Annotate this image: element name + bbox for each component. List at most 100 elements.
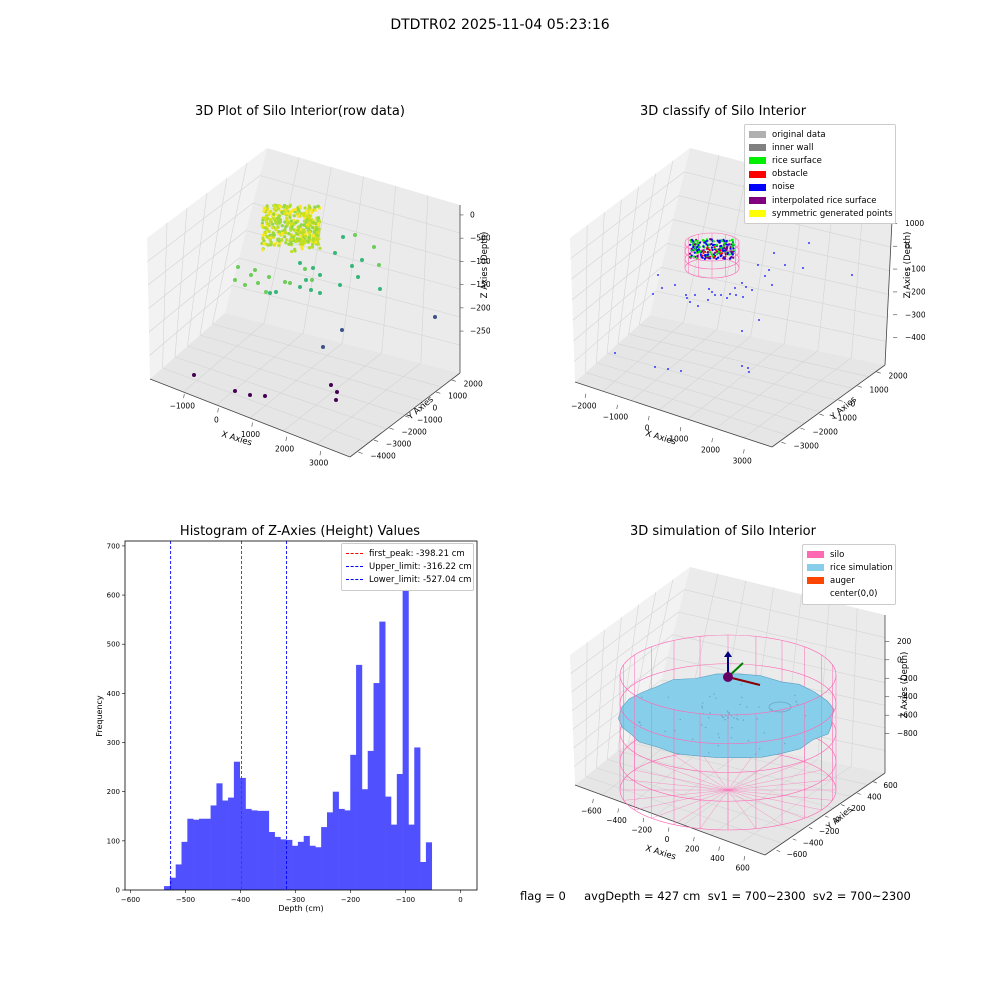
y-tick-label: 400: [107, 690, 120, 698]
data-point: [311, 238, 315, 242]
x-axis-tick-mark: [183, 393, 185, 399]
silo-floor-spoke: [727, 779, 833, 791]
legend-item-obstacle: obstacle: [749, 168, 891, 181]
data-point: [276, 225, 280, 229]
histogram-bar: [164, 886, 171, 890]
histogram-bar: [169, 877, 176, 890]
noise-point: [735, 294, 737, 296]
data-point: [334, 398, 338, 402]
histogram-bar: [268, 832, 275, 890]
data-point: [267, 229, 271, 234]
data-point: [728, 253, 731, 256]
data-point: [723, 257, 726, 260]
noise-point: [667, 368, 669, 370]
data-point: [728, 239, 731, 242]
data-point: [725, 248, 728, 251]
histogram-bar: [379, 621, 386, 890]
data-point: [724, 253, 727, 256]
legend-swatch: [807, 564, 824, 572]
data-point: [725, 240, 728, 243]
data-point: [378, 287, 382, 291]
data-point: [266, 211, 270, 215]
data-point: [704, 250, 707, 253]
y-axis-tick-mark: [792, 838, 797, 841]
rice-mesh-node: [794, 694, 796, 697]
wall-grid-line: [571, 195, 679, 280]
data-point: [708, 257, 712, 260]
silo-floor-spoke: [727, 789, 805, 819]
data-point: [284, 231, 288, 235]
data-point: [303, 206, 307, 210]
wall-grid-line: [661, 266, 888, 319]
data-point: [261, 236, 265, 240]
z-axis-tick-label: −4000: [905, 333, 925, 342]
x-axis-tick-mark: [718, 846, 720, 851]
floor-grid-line: [659, 336, 751, 411]
y-axis-tick-mark: [776, 850, 781, 852]
y-axis-tick-mark: [819, 413, 824, 416]
histogram-bar: [326, 812, 334, 890]
noise-point: [757, 264, 759, 266]
y-axis-tick-label: 2000: [464, 379, 483, 388]
histogram-bar: [396, 773, 403, 890]
histogram-bar: [297, 841, 305, 890]
x-axis-label: X Axies: [644, 844, 677, 863]
histogram-xlabel: Depth (cm): [278, 904, 323, 913]
center-marker: [723, 672, 733, 682]
data-point: [318, 246, 322, 250]
histogram-bar: [332, 791, 339, 890]
histogram-bar: [385, 796, 392, 890]
data-point: [306, 240, 310, 244]
simulation-legend: silo rice simulation auger center(0,0): [802, 544, 896, 605]
histogram-bar: [303, 835, 310, 890]
floor-grid-line: [628, 333, 853, 389]
histogram-bar: [350, 754, 357, 890]
x-tick-label: −300: [286, 896, 305, 904]
data-point: [272, 243, 276, 247]
histogram-bar: [338, 808, 345, 890]
wall-grid-line: [606, 617, 622, 760]
histogram-bar: [315, 847, 322, 890]
wall-grid-line: [678, 611, 886, 661]
status-footer: flag = 0 avgDepth = 427 cm sv1 = 700~230…: [520, 889, 911, 903]
y-axis-tick-label: −600: [787, 850, 808, 859]
rice-mesh-node: [717, 733, 719, 735]
data-point: [248, 393, 252, 397]
data-point: [313, 205, 317, 209]
data-point: [696, 239, 699, 242]
y-axis-tick-label: −2000: [812, 428, 838, 437]
data-point: [285, 206, 289, 210]
histogram-bar: [361, 789, 369, 890]
rice-mesh-node: [747, 740, 750, 742]
data-point: [729, 247, 732, 250]
data-point: [243, 283, 247, 287]
data-point: [271, 222, 275, 226]
legend-item-upper-limit: Upper_limit: -316.22 cm: [346, 560, 472, 573]
data-point: [708, 249, 711, 252]
noise-point: [784, 264, 786, 266]
data-point: [274, 290, 278, 294]
silo-floor-spoke: [673, 789, 729, 825]
rice-mesh-node: [718, 736, 720, 739]
legend-item-interpolated-rice-surface: interpolated rice surface: [749, 194, 891, 207]
data-point: [713, 255, 716, 258]
data-point: [701, 256, 704, 259]
histogram-frame: [124, 540, 478, 891]
y-tick-label: 0: [116, 887, 120, 895]
histogram-bar: [204, 818, 211, 890]
y-axis-line: [771, 364, 886, 448]
data-point: [728, 243, 731, 246]
histogram-bar: [193, 819, 200, 890]
y-axis-tick-label: −4000: [370, 452, 396, 461]
silo-floor-spoke: [727, 761, 805, 791]
data-point: [717, 251, 720, 254]
y-axis-tick-mark: [857, 385, 862, 388]
data-point: [731, 242, 734, 245]
x-axis-tick-label: 400: [710, 854, 725, 863]
histogram-bar: [262, 810, 270, 890]
data-point: [725, 243, 728, 246]
data-point: [289, 228, 293, 232]
data-point: [264, 242, 269, 246]
data-point: [728, 257, 732, 260]
noise-point: [689, 301, 691, 303]
